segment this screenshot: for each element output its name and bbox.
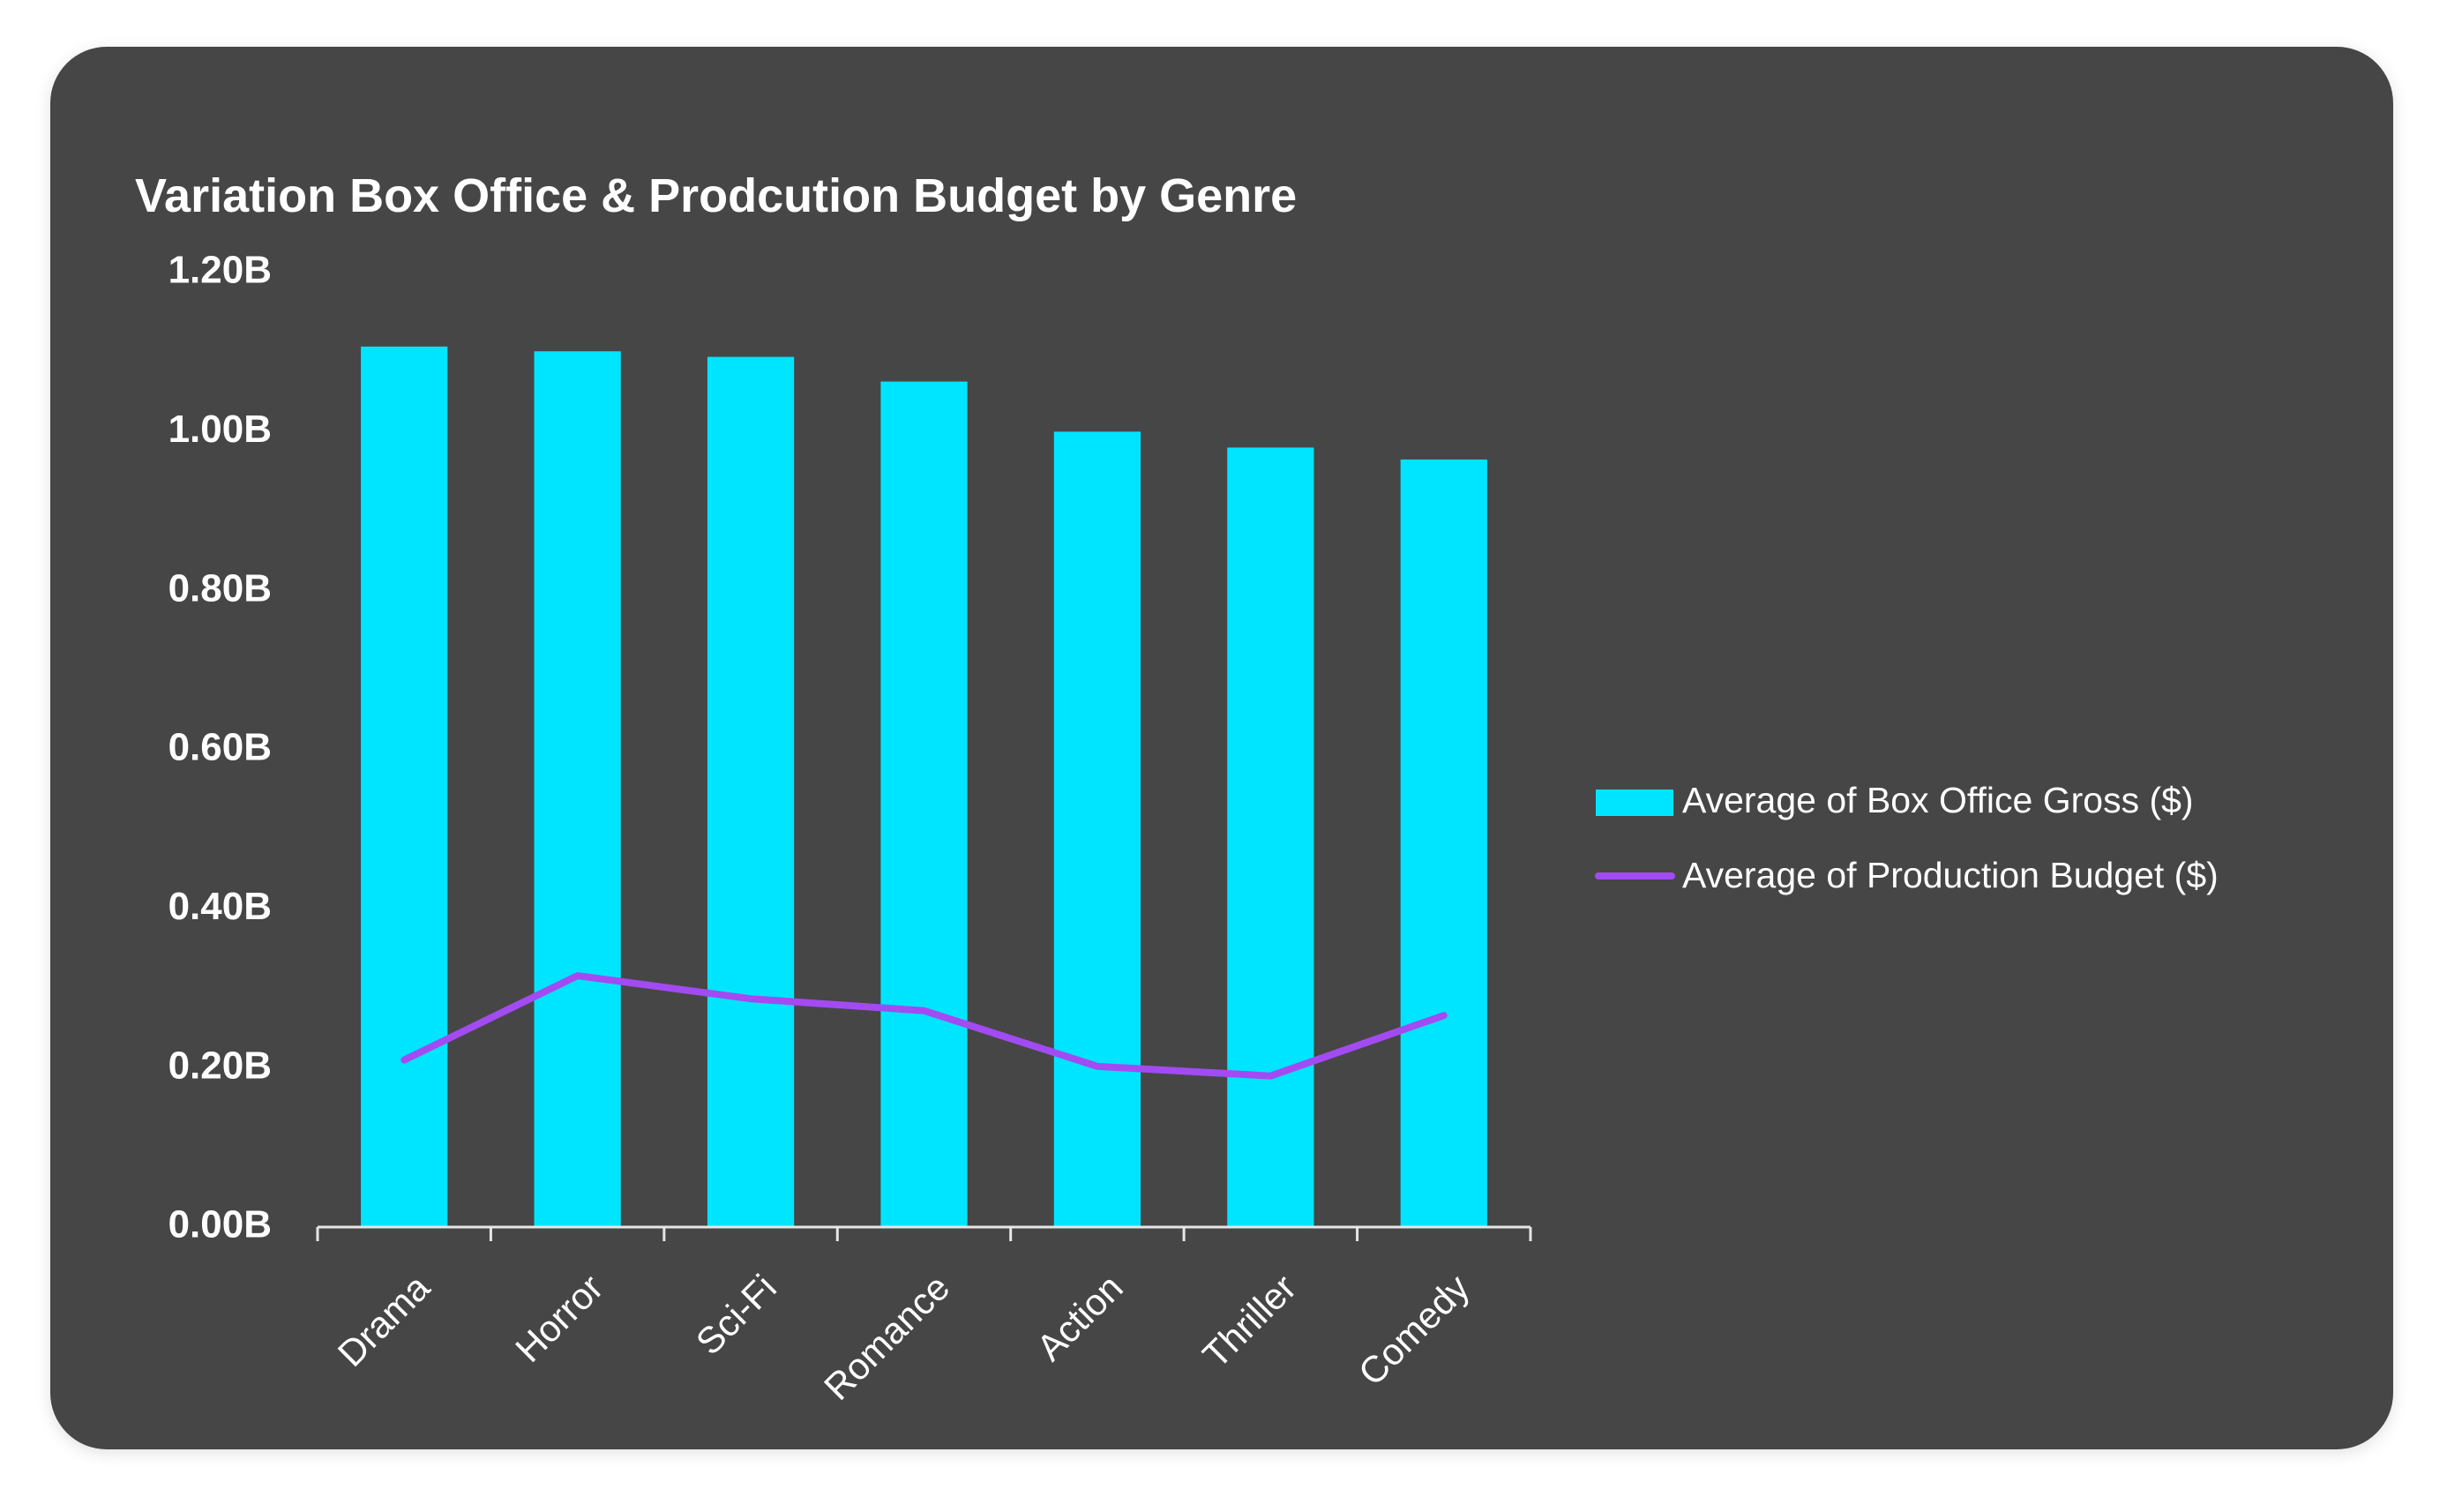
bar-thriller [1227, 447, 1314, 1227]
y-tick-label: 0.40B [168, 885, 272, 928]
x-tick-label: Sci-Fi [688, 1267, 784, 1363]
bar-sci-fi [707, 356, 795, 1227]
x-tick-label: Romance [816, 1267, 957, 1408]
y-tick-label: 0.00B [168, 1203, 272, 1246]
bar-action [1053, 431, 1141, 1227]
x-tick-label: Horror [507, 1267, 610, 1370]
x-tick-label: Action [1029, 1267, 1131, 1369]
legend-label-production-budget: Average of Production Budget ($) [1682, 855, 2219, 895]
y-tick-label: 1.20B [168, 249, 272, 292]
y-tick-label: 0.60B [168, 726, 272, 769]
x-tick-label: Comedy [1351, 1267, 1478, 1394]
y-tick-label: 0.80B [168, 566, 272, 610]
bar-comedy [1400, 459, 1487, 1227]
chart-title: Variation Box Office & Prodcution Budget… [135, 169, 1297, 222]
line-production-budget [400, 972, 1448, 1080]
legend-swatch-box-office [1596, 790, 1673, 816]
legend-label-box-office: Average of Box Office Gross ($) [1682, 780, 2194, 820]
bar-romance [880, 381, 968, 1227]
y-tick-label: 1.00B [168, 408, 272, 451]
bar-horror [534, 351, 621, 1227]
y-tick-label: 0.20B [168, 1044, 272, 1087]
x-tick-label: Drama [330, 1266, 438, 1374]
bar-drama [361, 346, 448, 1228]
x-tick-label: Thriller [1194, 1267, 1304, 1376]
